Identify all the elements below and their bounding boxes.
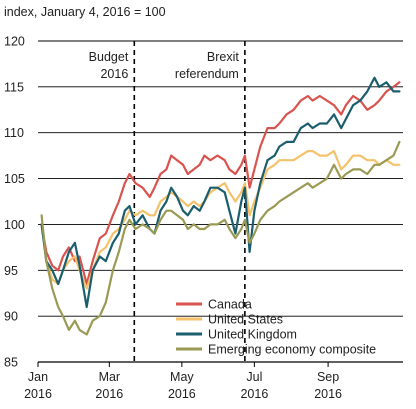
legend-entry: Emerging economy composite (208, 343, 376, 357)
y-tick-label: 110 (4, 126, 24, 140)
x-tick-label-year: 2016 (24, 387, 52, 401)
event-label-line1: Brexit (207, 50, 239, 64)
y-tick-label: 95 (4, 264, 18, 278)
event-label-line1: Budget (89, 50, 129, 64)
x-tick-label: Jul (246, 370, 262, 384)
event-label-line2: 2016 (100, 67, 128, 81)
y-tick-label: 105 (4, 172, 25, 186)
legend-entry: United States (208, 313, 283, 327)
legend-entry: Canada (208, 298, 252, 312)
series-line-canada (40, 81, 401, 286)
x-tick-label: May (170, 370, 194, 384)
y-tick-label: 85 (4, 356, 18, 370)
x-tick-label-year: 2016 (240, 387, 268, 401)
series-line-united-states (40, 150, 401, 290)
x-tick-label: Jan (28, 370, 48, 384)
x-tick-label-year: 2016 (95, 387, 123, 401)
y-tick-label: 100 (4, 218, 25, 232)
series-line-united-kingdom (40, 76, 401, 309)
series-line-emerging-economy-composite (40, 140, 401, 336)
legend-entry: United Kingdom (208, 328, 297, 342)
y-tick-label: 90 (4, 310, 18, 324)
y-tick-label: 120 (4, 35, 25, 49)
x-tick-label-year: 2016 (168, 387, 196, 401)
x-tick-label-year: 2016 (314, 387, 342, 401)
axes: 85 90 95 100 105 110 115 120 Jan 2016 Mar 2016 May 20… (4, 35, 403, 401)
x-tick-label: Sep (317, 370, 339, 384)
event-annotations: Budget 2016 Brexit referendum (89, 41, 246, 362)
y-tick-label: 115 (4, 80, 24, 94)
x-tick-label: Mar (99, 370, 121, 384)
event-label-line2: referendum (175, 67, 239, 81)
chart-title: index, January 4, 2016 = 100 (4, 5, 166, 19)
series-lines (40, 76, 401, 336)
